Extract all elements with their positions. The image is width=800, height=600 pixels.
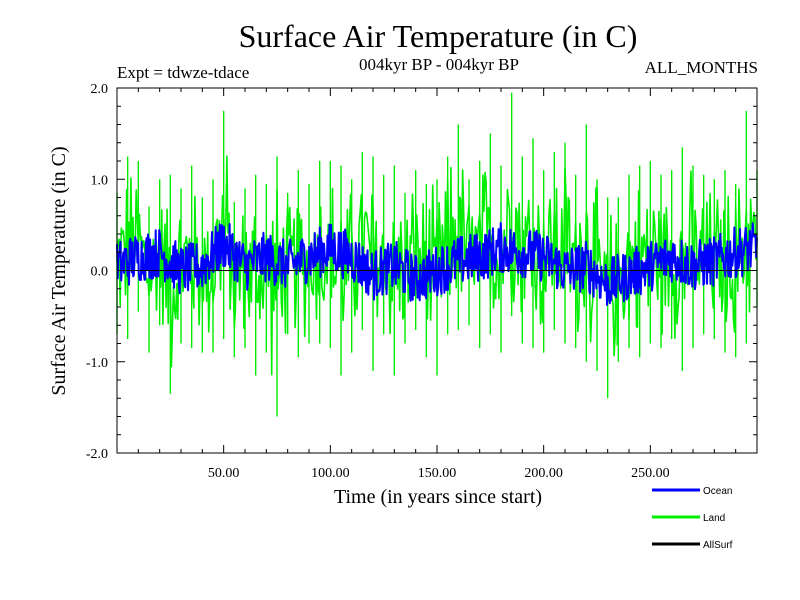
chart-subtitle-left: Expt = tdwze-tdace [117, 63, 249, 82]
legend: Ocean Land AllSurf [652, 486, 733, 551]
plot-frame [116, 87, 758, 454]
x-tick-label: 200.00 [524, 466, 563, 481]
y-tick-label: 1.0 [91, 173, 109, 188]
y-tick-label: 0.0 [91, 265, 109, 280]
y-tick-label: 2.0 [91, 82, 109, 97]
legend-label-land: Land [703, 513, 725, 524]
series-ocean-line [116, 222, 758, 306]
legend-label-allsurf: AllSurf [703, 540, 733, 551]
y-tick-label: -2.0 [86, 447, 108, 462]
x-tick-label: 100.00 [311, 466, 350, 481]
plot-area [116, 92, 758, 417]
x-tick-labels: 50.00 100.00 150.00 200.00 250.00 [208, 466, 670, 481]
chart-subtitle-center: 004kyr BP - 004kyr BP [359, 55, 519, 74]
chart-title: Surface Air Temperature (in C) [239, 18, 638, 54]
y-axis-label: Surface Air Temperature (in C) [48, 146, 70, 395]
legend-label-ocean: Ocean [703, 486, 732, 497]
x-axis-label: Time (in years since start) [334, 486, 542, 508]
chart-subtitle-right: ALL_MONTHS [645, 58, 758, 77]
x-tick-label: 150.00 [418, 466, 457, 481]
x-tick-label: 250.00 [631, 466, 670, 481]
y-tick-label: -1.0 [86, 356, 108, 371]
y-tick-labels: 2.0 1.0 0.0 -1.0 -2.0 [86, 82, 108, 462]
x-tick-label: 50.00 [208, 466, 240, 481]
